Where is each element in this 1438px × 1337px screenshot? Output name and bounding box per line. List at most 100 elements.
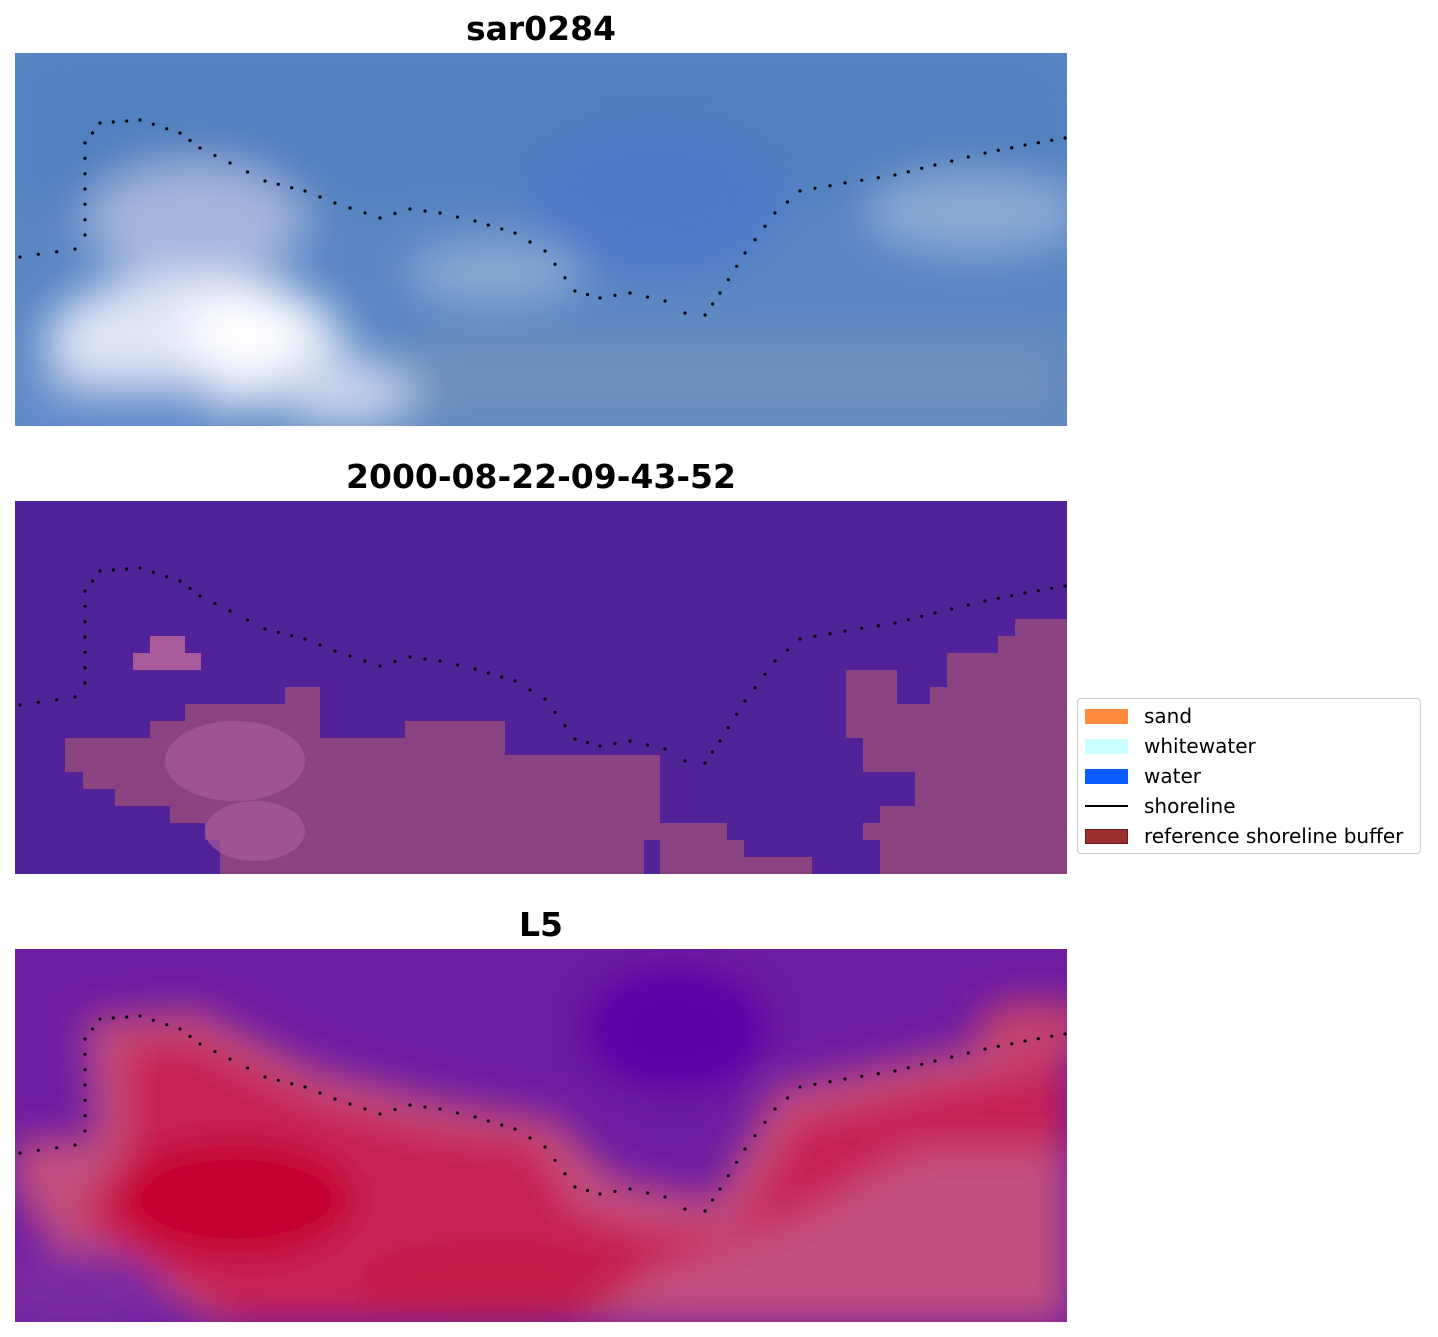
shoreline-point	[55, 698, 59, 702]
shoreline-point	[598, 744, 602, 748]
shoreline-point	[763, 224, 767, 228]
shoreline-point	[683, 311, 687, 315]
shoreline-point	[1036, 589, 1040, 593]
shoreline-point	[378, 664, 382, 668]
shoreline-point	[966, 155, 970, 159]
shoreline-point	[408, 655, 412, 659]
shoreline-point	[90, 131, 95, 135]
shoreline-point	[743, 699, 747, 703]
shoreline-point	[950, 1055, 954, 1059]
shoreline-point	[83, 681, 87, 685]
shoreline-point	[563, 724, 567, 728]
shoreline-point	[73, 695, 77, 699]
shoreline-point	[276, 182, 280, 186]
legend-item-reference-buffer: reference shoreline buffer	[1085, 823, 1403, 849]
shoreline-point	[1036, 1037, 1040, 1041]
shoreline-point	[245, 618, 250, 622]
shoreline-point	[1023, 591, 1027, 595]
shoreline-point	[718, 291, 722, 295]
shoreline-point	[125, 119, 129, 123]
shoreline-point	[543, 697, 547, 701]
shoreline-point	[893, 621, 897, 625]
shoreline-point	[125, 1015, 129, 1019]
shoreline-point	[920, 166, 924, 170]
legend-item-whitewater: whitewater	[1085, 733, 1256, 759]
shoreline-point	[735, 712, 739, 716]
shoreline-point	[438, 1107, 442, 1111]
shoreline-point	[828, 184, 832, 188]
panel-2-image	[15, 501, 1067, 874]
shoreline-point	[73, 1143, 77, 1147]
shoreline-point	[876, 1072, 880, 1076]
shoreline-point	[83, 1098, 87, 1102]
shoreline-point	[563, 1172, 567, 1176]
shoreline-point	[920, 1062, 924, 1066]
shoreline-point	[455, 1111, 460, 1115]
shoreline-point	[165, 127, 169, 131]
shoreline-point	[983, 151, 987, 155]
shoreline-point	[933, 163, 937, 167]
shoreline-point	[1050, 138, 1054, 142]
shoreline-point	[83, 187, 87, 191]
shoreline-point	[228, 1057, 232, 1061]
shoreline-point	[83, 233, 87, 237]
shoreline-point	[18, 1151, 22, 1155]
shoreline-point	[83, 589, 87, 593]
shoreline-point	[363, 659, 367, 663]
shoreline-point	[333, 201, 337, 205]
shoreline-point	[893, 1069, 897, 1073]
shoreline-point	[753, 238, 757, 242]
shoreline-point	[111, 568, 115, 572]
shoreline-point	[83, 1083, 87, 1087]
shoreline-point	[188, 586, 192, 591]
shoreline-point	[553, 1158, 557, 1162]
shoreline-point	[573, 289, 577, 293]
shoreline-point	[613, 741, 617, 746]
shoreline-point	[735, 264, 739, 268]
shoreline-point	[83, 156, 87, 160]
shoreline-point	[528, 240, 532, 244]
shoreline-point	[90, 1027, 95, 1031]
shoreline-point	[83, 172, 87, 176]
shoreline-point	[876, 624, 880, 628]
shoreline-point	[83, 604, 87, 608]
shoreline-point	[83, 1129, 87, 1133]
shoreline-point	[198, 594, 202, 598]
legend-swatch-water	[1085, 768, 1128, 784]
shoreline-point	[213, 601, 217, 606]
shoreline-point	[996, 1044, 1000, 1048]
shoreline-point	[860, 626, 864, 630]
shoreline-point	[983, 1047, 987, 1051]
shoreline-point	[303, 189, 307, 193]
shoreline-point	[245, 170, 250, 174]
shoreline-point	[645, 743, 650, 747]
shoreline-point	[663, 1195, 667, 1199]
shoreline-point	[36, 252, 40, 256]
shoreline-point	[843, 1077, 847, 1081]
shoreline-point	[843, 629, 847, 633]
shoreline-point	[83, 141, 87, 145]
shoreline-point	[813, 1082, 817, 1086]
shoreline-point	[138, 566, 142, 570]
panel-1-title: sar0284	[465, 9, 617, 48]
shoreline-point	[98, 121, 102, 125]
shoreline-point	[276, 1078, 280, 1082]
shoreline-point	[276, 630, 280, 634]
shoreline-point	[83, 218, 87, 222]
shoreline-point	[213, 153, 217, 158]
shoreline-point	[188, 1034, 192, 1039]
shoreline-point	[228, 161, 232, 165]
shoreline-point	[598, 296, 602, 300]
shoreline-point	[1023, 143, 1027, 147]
shoreline-point	[645, 295, 650, 299]
shoreline-point	[933, 611, 937, 615]
shoreline-point	[920, 614, 924, 618]
shoreline-point	[813, 634, 817, 638]
shoreline-point	[683, 759, 687, 763]
shoreline-point	[773, 1107, 777, 1111]
shoreline-point	[333, 649, 337, 653]
shoreline-point	[1010, 1042, 1014, 1046]
shoreline-point	[785, 200, 790, 204]
shoreline-point	[950, 159, 954, 163]
shoreline-point	[83, 620, 87, 624]
